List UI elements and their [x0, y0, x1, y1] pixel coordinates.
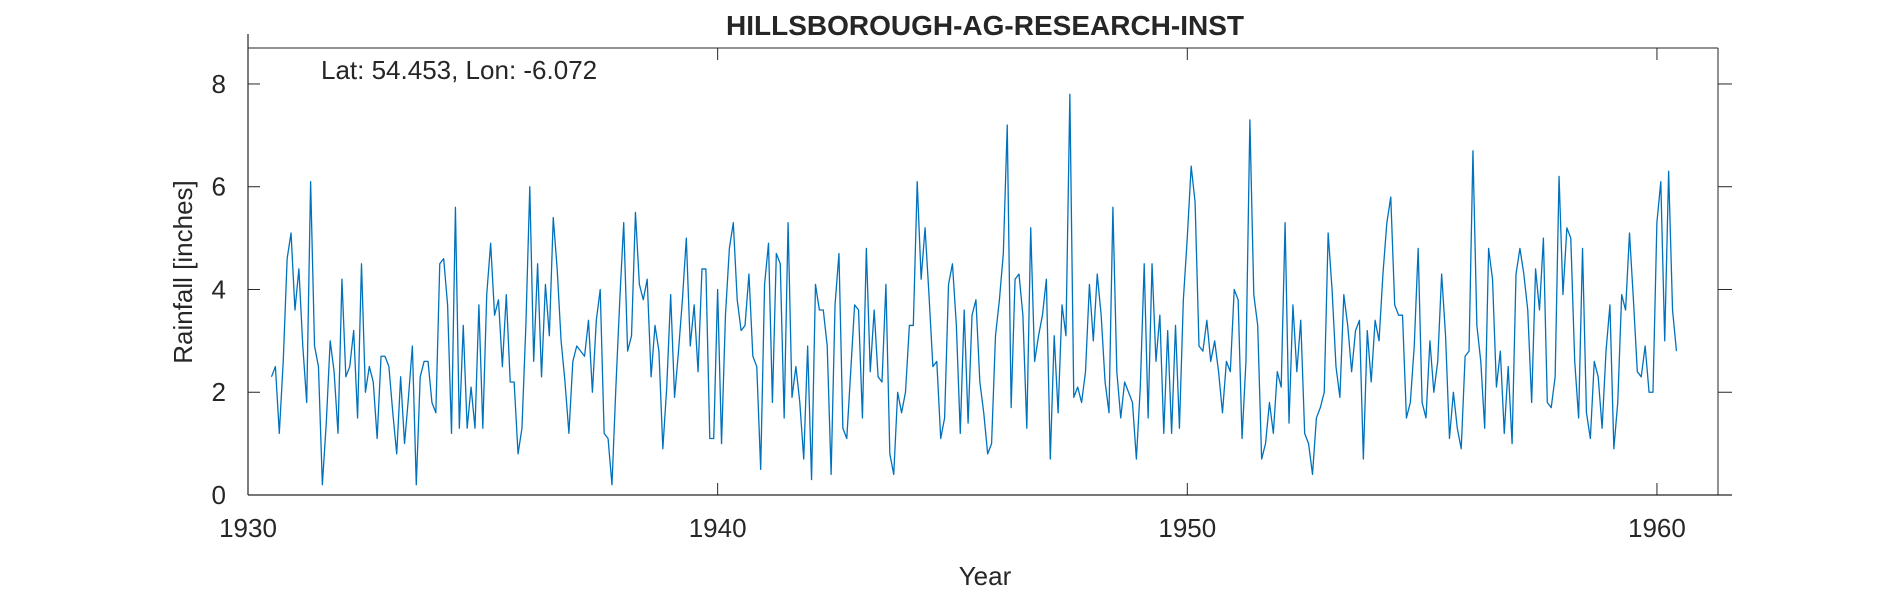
x-tick-label: 1940	[689, 513, 747, 543]
y-tick-label: 6	[212, 172, 226, 202]
y-tick-label: 0	[212, 480, 226, 510]
y-tick-label: 2	[212, 377, 226, 407]
x-tick-label: 1950	[1158, 513, 1216, 543]
chart-title: HILLSBOROUGH-AG-RESEARCH-INST	[726, 10, 1244, 41]
y-tick-label: 4	[212, 274, 226, 304]
y-axis-label: Rainfall [inches]	[168, 180, 198, 364]
x-tick-label: 1960	[1628, 513, 1686, 543]
y-tick-label: 8	[212, 69, 226, 99]
location-annotation: Lat: 54.453, Lon: -6.072	[321, 55, 597, 85]
axes-layer: 1930 1940 1950 1960 0 2 4 6 8	[212, 34, 1732, 543]
x-axis-label: Year	[959, 561, 1012, 591]
series-layer	[270, 93, 1678, 486]
rainfall-series-line	[270, 93, 1678, 486]
x-tick-label: 1930	[219, 513, 277, 543]
